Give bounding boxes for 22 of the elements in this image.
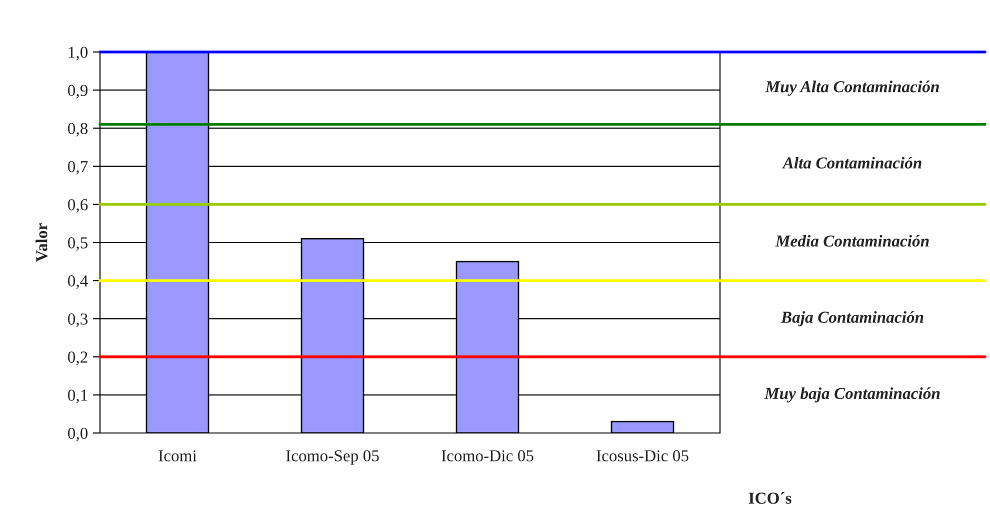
y-tick-label: 0,2 (68, 352, 88, 366)
y-tick-label: 0,4 (68, 275, 88, 289)
x-tick-label: Icomo-Dic 05 (442, 450, 534, 462)
x-tick-label: Icomo-Sep 05 (286, 450, 379, 465)
ref-line-label: Muy Alta Contaminación (765, 80, 939, 96)
y-tick-label: 0,6 (68, 199, 88, 213)
ref-line-label: Media Contaminación (775, 234, 929, 247)
y-tick-label: 0,5 (68, 237, 88, 251)
y-tick-label: 0,7 (68, 161, 88, 175)
y-tick-label: 0,9 (68, 84, 88, 98)
y-tick-label: 0,0 (68, 428, 88, 442)
y-axis-title: Valor (36, 223, 48, 262)
x-axis-title: ICO´s (748, 492, 792, 504)
y-tick-label: 0,3 (68, 313, 88, 328)
ref-line-label: Alta Contaminación (782, 156, 922, 169)
y-tick-label: 0,1 (68, 390, 88, 404)
y-tick-label: 0,8 (68, 122, 88, 137)
x-tick-label: Icosus-Dic 05 (596, 450, 688, 462)
ref-line-label: Muy baja Contaminación (764, 387, 940, 402)
x-tick-label: Icomi (158, 450, 197, 462)
y-tick-label: 1,0 (68, 46, 88, 60)
ref-line-label: Baja Contaminación (780, 311, 924, 326)
